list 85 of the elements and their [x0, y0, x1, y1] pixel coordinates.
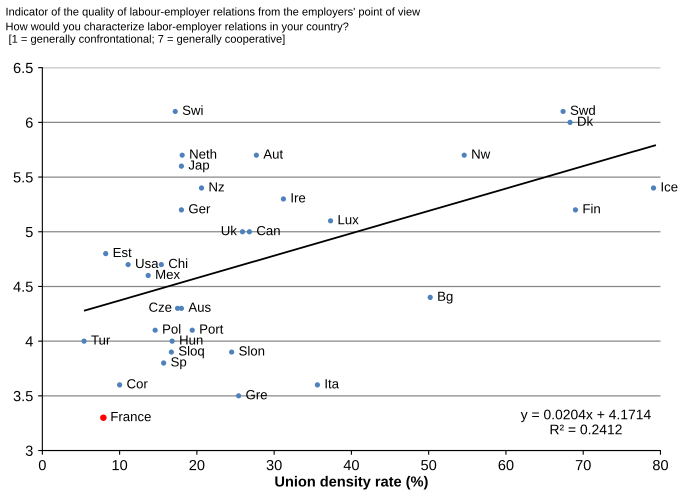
point	[158, 262, 164, 268]
point	[567, 120, 573, 125]
x-tick-label: 60	[498, 460, 514, 470]
point	[254, 152, 259, 158]
annotation: Tur	[91, 335, 110, 345]
annotation: Est	[114, 248, 132, 258]
annotation: Usa	[136, 258, 159, 268]
point	[236, 393, 242, 398]
point	[198, 185, 204, 191]
annotation: Jap	[188, 160, 210, 172]
annotation: Can	[257, 226, 280, 236]
point	[572, 207, 578, 212]
y-tick-label: 4	[26, 336, 33, 346]
annotation: Ice	[662, 182, 678, 192]
annotation: Nz	[210, 182, 224, 192]
y-tick-label: 5	[26, 227, 33, 238]
x-tick-label: 50	[421, 460, 436, 470]
annotation: Bg	[438, 292, 452, 304]
y-tick-label: 3.5	[14, 390, 33, 402]
point	[178, 207, 184, 212]
annotation: Nw	[472, 150, 490, 159]
point	[168, 349, 174, 355]
point	[172, 108, 178, 114]
chart-subtitle: How would you characterize labor-employer relations in your country? [1 = generally confrontational; 7 = generally cooperative]	[6, 22, 348, 45]
point	[246, 229, 252, 234]
point	[170, 338, 175, 344]
point	[560, 108, 566, 114]
point	[100, 414, 107, 421]
point	[152, 328, 158, 333]
annotation: Uk	[222, 226, 237, 236]
point	[117, 382, 122, 388]
y-tick-label: 6	[26, 117, 33, 128]
annotation: Sloq	[178, 346, 204, 358]
annotation: Sp	[171, 357, 186, 370]
annotation: Gre	[246, 390, 267, 400]
x-tick-label: 80	[652, 460, 668, 470]
annotation: Neth	[190, 149, 216, 159]
chart-title: Indicator of the quality of labour-employer relations from the employers' point of view	[6, 7, 420, 18]
x-tick-label: 40	[344, 460, 359, 470]
annotation: Ita	[326, 379, 340, 388]
annotation: y = 0.0204x + 4.1714 R² = 0.2412	[520, 410, 651, 434]
annotation: Fin	[583, 204, 600, 214]
annotation: Port	[200, 324, 224, 334]
point	[428, 294, 433, 300]
point	[229, 349, 234, 355]
annotation: Pol	[163, 324, 180, 334]
point	[314, 382, 320, 388]
point	[280, 196, 286, 202]
y-tick-label: 3	[26, 446, 33, 456]
x-tick-label: 20	[190, 460, 204, 470]
point	[190, 328, 195, 333]
annotation: Swd	[570, 105, 595, 115]
annotation: Chi	[168, 258, 188, 268]
annotation: Mex	[156, 270, 180, 280]
point	[81, 338, 87, 344]
annotation: Hun	[180, 335, 202, 345]
y-tick-label: 5.5	[14, 172, 33, 182]
annotation: Ire	[292, 193, 306, 202]
point	[146, 272, 151, 278]
annotation: Slon	[239, 346, 264, 356]
annotation: Cor	[127, 379, 148, 388]
x-tick-label: 30	[266, 460, 282, 470]
point	[180, 152, 185, 158]
annotation: Dk	[578, 116, 594, 126]
annotation: Cze	[149, 302, 172, 312]
point	[161, 360, 166, 366]
y-tick-label: 4.5	[13, 282, 33, 292]
point	[126, 262, 131, 268]
annotation: France	[111, 412, 151, 422]
point	[103, 251, 108, 256]
point	[328, 218, 334, 224]
point	[650, 185, 656, 191]
point	[240, 229, 246, 234]
point	[178, 164, 184, 169]
x-axis-title: Union density rate (%)	[275, 476, 428, 490]
annotation: Aus	[188, 302, 211, 312]
x-tick-label: 70	[576, 460, 591, 470]
annotation: Aut	[263, 150, 284, 159]
x-tick-label: 0	[38, 460, 46, 470]
y-tick-label: 6.5	[14, 62, 33, 74]
x-tick-label: 10	[112, 460, 128, 470]
annotation: Lux	[338, 215, 359, 224]
annotation: Swi	[182, 105, 203, 115]
point	[462, 152, 467, 158]
annotation: Ger	[189, 204, 210, 214]
